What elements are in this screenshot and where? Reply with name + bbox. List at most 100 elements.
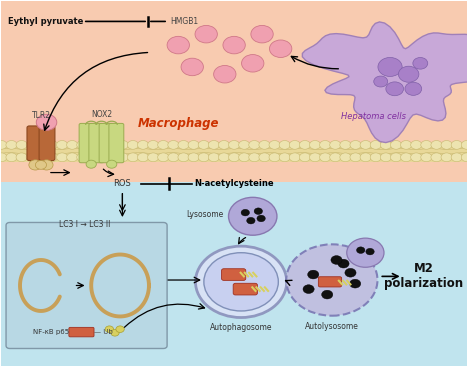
Circle shape [374,76,388,87]
Circle shape [195,25,218,43]
Circle shape [319,141,331,149]
Circle shape [137,141,149,149]
Circle shape [257,215,265,222]
Circle shape [198,153,210,161]
Circle shape [380,141,392,149]
Circle shape [29,160,42,170]
Circle shape [391,141,401,149]
Circle shape [46,141,57,149]
FancyBboxPatch shape [39,126,55,160]
Circle shape [16,141,27,149]
Circle shape [242,55,264,72]
Circle shape [178,141,189,149]
FancyBboxPatch shape [79,123,94,163]
Circle shape [208,141,219,149]
Circle shape [158,141,169,149]
Circle shape [168,153,179,161]
Circle shape [97,141,108,149]
Circle shape [117,153,128,161]
Circle shape [86,160,96,168]
Circle shape [249,153,260,161]
Circle shape [401,141,412,149]
Bar [1,1,467,182]
Circle shape [370,141,382,149]
Circle shape [413,58,428,69]
Circle shape [441,153,452,161]
Text: LC3 I → LC3 II: LC3 I → LC3 II [59,220,111,229]
Circle shape [279,153,290,161]
Circle shape [347,238,384,267]
Circle shape [338,259,349,268]
Circle shape [77,141,88,149]
Circle shape [228,141,240,149]
Circle shape [36,114,57,130]
Text: Eythyl pyruvate: Eythyl pyruvate [9,17,84,26]
Text: — Ub: — Ub [94,329,113,335]
Circle shape [36,160,46,169]
Circle shape [214,65,236,83]
Circle shape [269,153,280,161]
Circle shape [238,153,250,161]
Bar [1,182,467,366]
Circle shape [370,153,382,161]
Text: NF-κB p65: NF-κB p65 [33,329,69,335]
FancyBboxPatch shape [69,327,94,337]
Circle shape [56,153,68,161]
FancyBboxPatch shape [221,269,246,280]
Circle shape [16,153,27,161]
Text: TLR2: TLR2 [32,112,51,120]
Circle shape [228,153,240,161]
Circle shape [0,141,7,149]
FancyBboxPatch shape [319,277,342,287]
Circle shape [181,58,203,76]
Circle shape [246,217,255,224]
Circle shape [366,248,374,255]
Circle shape [289,141,301,149]
Text: ROS: ROS [114,179,131,188]
Circle shape [310,141,320,149]
Text: M2
polarization: M2 polarization [384,262,464,290]
Circle shape [289,153,301,161]
Circle shape [6,153,17,161]
Circle shape [441,141,452,149]
Text: NOX2: NOX2 [91,110,112,119]
Circle shape [147,141,159,149]
Circle shape [350,141,361,149]
Circle shape [128,141,138,149]
Circle shape [77,153,88,161]
Circle shape [208,153,219,161]
Circle shape [198,141,210,149]
Circle shape [249,141,260,149]
Circle shape [269,141,280,149]
FancyBboxPatch shape [6,222,167,349]
FancyBboxPatch shape [233,283,257,295]
Circle shape [116,326,124,333]
Circle shape [308,270,319,279]
Circle shape [147,153,159,161]
Circle shape [259,153,270,161]
Circle shape [360,153,371,161]
Circle shape [241,209,249,216]
Circle shape [117,141,128,149]
Circle shape [195,246,287,317]
Circle shape [431,141,442,149]
Circle shape [167,36,190,54]
Circle shape [137,153,149,161]
Polygon shape [302,22,474,143]
Circle shape [310,153,320,161]
Circle shape [431,153,442,161]
Circle shape [461,153,473,161]
Circle shape [330,153,341,161]
Text: Hepatoma cells: Hepatoma cells [341,112,406,121]
Circle shape [107,141,118,149]
Circle shape [105,326,114,333]
Circle shape [107,153,118,161]
FancyBboxPatch shape [99,123,114,163]
Circle shape [168,141,179,149]
Circle shape [350,153,361,161]
Circle shape [97,153,108,161]
FancyBboxPatch shape [27,126,43,160]
Circle shape [451,153,462,161]
Circle shape [67,153,78,161]
Circle shape [128,153,138,161]
